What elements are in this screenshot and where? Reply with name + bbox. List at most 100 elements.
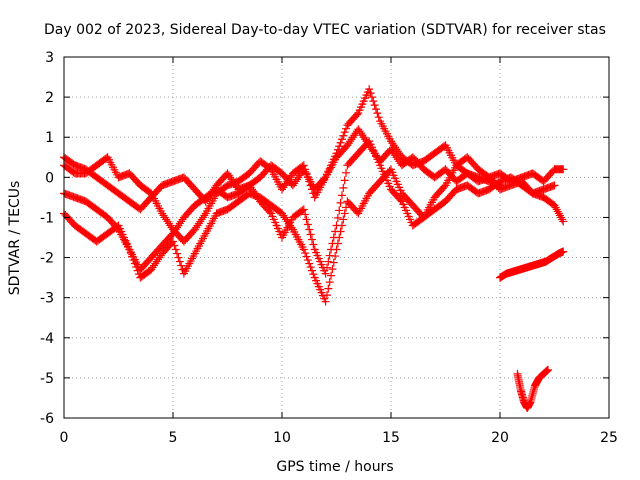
data-point: [301, 210, 310, 219]
data-point: [342, 124, 351, 133]
data-point: [133, 266, 142, 275]
data-point: [336, 198, 345, 207]
data-point: [294, 173, 303, 182]
data-point: [344, 139, 353, 148]
data-point: [348, 133, 357, 142]
data-point: [245, 181, 254, 190]
data-point: [558, 215, 567, 224]
data-point: [332, 149, 341, 158]
data-point: [305, 225, 314, 234]
data-point: [339, 131, 348, 140]
data-point: [350, 131, 359, 140]
data-point: [355, 127, 364, 136]
data-point: [388, 139, 397, 148]
data-point: [223, 169, 232, 178]
data-point: [354, 125, 363, 134]
data-point: [128, 252, 137, 261]
data-point: [290, 179, 299, 188]
data-point: [340, 128, 349, 137]
data-point: [306, 181, 315, 190]
data-point: [288, 181, 297, 190]
data-point: [299, 161, 308, 170]
data-point: [197, 215, 206, 224]
chart-title: Day 002 of 2023, Sidereal Day-to-day VTE…: [44, 22, 606, 38]
data-point: [130, 259, 139, 268]
data-point: [169, 237, 177, 246]
series-3: [60, 153, 559, 306]
data-point: [125, 245, 134, 254]
data-point: [358, 131, 367, 140]
data-point: [343, 141, 352, 150]
y-tick-label: -2: [40, 251, 54, 267]
plot-frame: [63, 56, 610, 419]
y-tick-label: -6: [40, 411, 54, 427]
data-point: [374, 113, 383, 122]
data-point: [372, 105, 381, 114]
data-point: [154, 255, 163, 264]
data-point: [159, 211, 168, 220]
data-point: [175, 257, 184, 266]
data-point: [283, 217, 292, 226]
data-point: [335, 233, 344, 242]
data-point: [194, 219, 203, 228]
data-point: [369, 97, 378, 106]
data-point: [396, 195, 405, 204]
data-point: [336, 138, 345, 147]
data-point: [309, 270, 318, 279]
data-point: [299, 205, 308, 214]
data-point: [333, 213, 342, 222]
data-points: [60, 85, 568, 412]
data-point: [306, 230, 315, 239]
x-tick-label: 20: [491, 430, 509, 446]
x-tick-label: 5: [169, 430, 178, 446]
y-tick-label: -3: [40, 291, 54, 307]
data-point: [284, 219, 293, 228]
data-point: [175, 219, 184, 228]
data-point: [337, 135, 346, 144]
data-point: [129, 256, 138, 265]
data-point: [284, 175, 293, 184]
data-point: [173, 249, 182, 258]
x-tick-label: 15: [382, 430, 400, 446]
data-point: [196, 217, 205, 226]
data-point: [552, 205, 561, 214]
data-point: [170, 241, 179, 250]
data-point: [303, 256, 312, 265]
y-tick-label: 3: [45, 50, 54, 66]
data-point: [321, 269, 330, 278]
data-point: [321, 297, 330, 306]
data-point: [357, 129, 366, 138]
data-point: [278, 209, 286, 218]
data-point: [393, 155, 402, 164]
data-point: [174, 221, 183, 230]
data-point: [347, 135, 356, 144]
data-point: [337, 191, 346, 200]
data-point: [291, 177, 300, 186]
data-point: [325, 278, 334, 287]
data-point: [292, 175, 301, 184]
data-point: [333, 145, 342, 154]
data-point: [200, 211, 209, 220]
data-point: [283, 177, 292, 186]
data-point: [387, 137, 395, 146]
data-point: [340, 176, 349, 185]
data-point: [336, 227, 345, 236]
data-point: [299, 245, 308, 254]
data-point: [166, 221, 175, 230]
data-point: [359, 133, 368, 142]
data-point: [559, 165, 568, 174]
data-point: [307, 266, 316, 275]
data-point: [132, 263, 141, 272]
data-point: [324, 284, 333, 293]
data-point: [162, 215, 171, 224]
data-point: [286, 221, 295, 230]
data-point: [152, 257, 161, 266]
data-point: [365, 85, 374, 94]
data-point: [557, 213, 566, 222]
series-6: [513, 365, 552, 412]
data-point: [177, 217, 186, 226]
data-point: [302, 252, 311, 261]
data-point: [555, 211, 564, 220]
data-point: [163, 217, 172, 226]
data-point: [171, 245, 180, 254]
